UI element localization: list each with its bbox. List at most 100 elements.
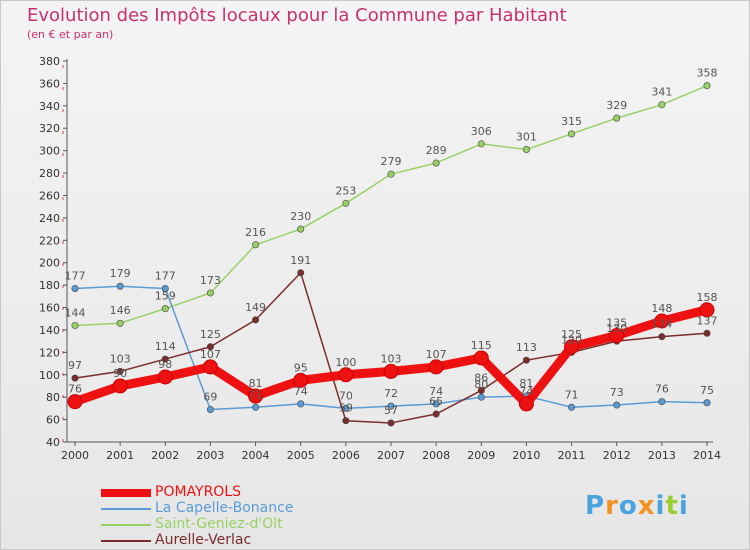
data-point — [522, 356, 530, 364]
data-point — [564, 339, 580, 355]
data-point — [387, 170, 395, 178]
data-label: 173 — [200, 274, 221, 287]
y-tick-label: 60 — [46, 414, 60, 427]
data-point — [67, 394, 83, 410]
data-label: 73 — [610, 386, 624, 399]
data-label: 146 — [110, 304, 131, 317]
data-point — [518, 396, 534, 412]
logo-letter: o — [618, 491, 638, 521]
data-label: 137 — [697, 314, 718, 327]
legend-label: La Capelle-Bonance — [155, 500, 294, 516]
y-tick-label: 280 — [39, 167, 60, 180]
data-point — [432, 159, 440, 167]
logo-letter: r — [605, 491, 619, 521]
data-point — [206, 289, 214, 297]
legend-label: Aurelle-Verlac — [155, 532, 252, 548]
y-tick-label: 40 — [46, 436, 60, 449]
data-point — [71, 321, 79, 329]
data-point — [252, 403, 260, 411]
logo-letter: P — [585, 491, 606, 521]
data-label: 125 — [561, 328, 582, 341]
data-label: 74 — [519, 385, 533, 398]
x-tick-label: 2008 — [422, 449, 450, 462]
data-label: 95 — [294, 361, 308, 374]
data-label: 289 — [426, 144, 447, 157]
y-tick-label: 160 — [39, 302, 60, 315]
data-point — [613, 401, 621, 409]
data-point — [703, 399, 711, 407]
data-point — [297, 225, 305, 233]
data-point — [297, 400, 305, 408]
logo-letter: x — [637, 491, 656, 521]
legend-label: Saint-Geniez-d'Olt — [155, 516, 283, 532]
data-point — [252, 241, 260, 249]
y-tick-label: 140 — [39, 324, 60, 337]
data-point — [703, 82, 711, 90]
data-label: 191 — [290, 254, 311, 267]
data-label: 70 — [339, 389, 353, 402]
data-point — [71, 284, 79, 292]
y-tick-label: 120 — [39, 346, 60, 359]
x-tick-label: 2004 — [242, 449, 270, 462]
data-point — [568, 403, 576, 411]
legend-item-saint-geniez-d-olt: Saint-Geniez-d'Olt — [101, 516, 361, 533]
x-tick-label: 2010 — [512, 449, 540, 462]
data-label: 134 — [651, 318, 672, 331]
data-point — [71, 374, 79, 382]
y-tick-label: 220 — [39, 234, 60, 247]
data-label: 279 — [381, 155, 402, 168]
data-label: 90 — [113, 367, 127, 380]
data-point — [252, 316, 260, 324]
data-label: 230 — [290, 210, 311, 223]
x-tick-label: 2009 — [467, 449, 495, 462]
data-label: 74 — [294, 385, 308, 398]
chart-subtitle: (en € et par an) — [27, 28, 114, 41]
x-tick-label: 2013 — [648, 449, 676, 462]
x-tick-label: 2002 — [151, 449, 179, 462]
data-label: 148 — [651, 302, 672, 315]
legend: POMAYROLS La Capelle-Bonance Saint-Genie… — [101, 484, 361, 549]
data-label: 81 — [249, 377, 263, 390]
x-tick-label: 2000 — [61, 449, 89, 462]
data-label: 115 — [471, 339, 492, 352]
data-point — [161, 305, 169, 313]
y-tick-label: 100 — [39, 369, 60, 382]
data-label: 130 — [606, 322, 627, 335]
data-point — [613, 114, 621, 122]
data-label: 71 — [249, 388, 263, 401]
data-point — [116, 319, 124, 327]
x-tick-label: 2011 — [558, 449, 586, 462]
y-tick-label: 200 — [39, 257, 60, 270]
data-label: 179 — [110, 267, 131, 280]
data-point — [202, 359, 218, 375]
data-label: 144 — [65, 306, 86, 319]
chart-title: Evolution des Impôts locaux pour la Comm… — [27, 5, 567, 26]
x-tick-label: 2014 — [693, 449, 721, 462]
legend-swatch — [101, 489, 151, 497]
data-label: 86 — [474, 371, 488, 384]
data-point — [206, 343, 214, 351]
data-point — [342, 199, 350, 207]
data-point — [206, 406, 214, 414]
data-label: 81 — [519, 377, 533, 390]
data-point — [116, 282, 124, 290]
data-label: 107 — [200, 348, 221, 361]
data-point — [473, 350, 489, 366]
data-label: 80 — [474, 378, 488, 391]
data-label: 59 — [339, 402, 353, 415]
y-tick-label: 380 — [39, 55, 60, 68]
data-label: 315 — [561, 115, 582, 128]
data-label: 75 — [700, 384, 714, 397]
data-point — [568, 130, 576, 138]
x-tick-label: 2007 — [377, 449, 405, 462]
x-tick-label: 2003 — [196, 449, 224, 462]
data-label: 100 — [335, 356, 356, 369]
data-point — [658, 398, 666, 406]
data-point — [477, 140, 485, 148]
data-label: 114 — [155, 340, 176, 353]
data-label: 135 — [606, 317, 627, 330]
data-point — [703, 329, 711, 337]
data-point — [477, 386, 485, 394]
data-point — [387, 419, 395, 427]
